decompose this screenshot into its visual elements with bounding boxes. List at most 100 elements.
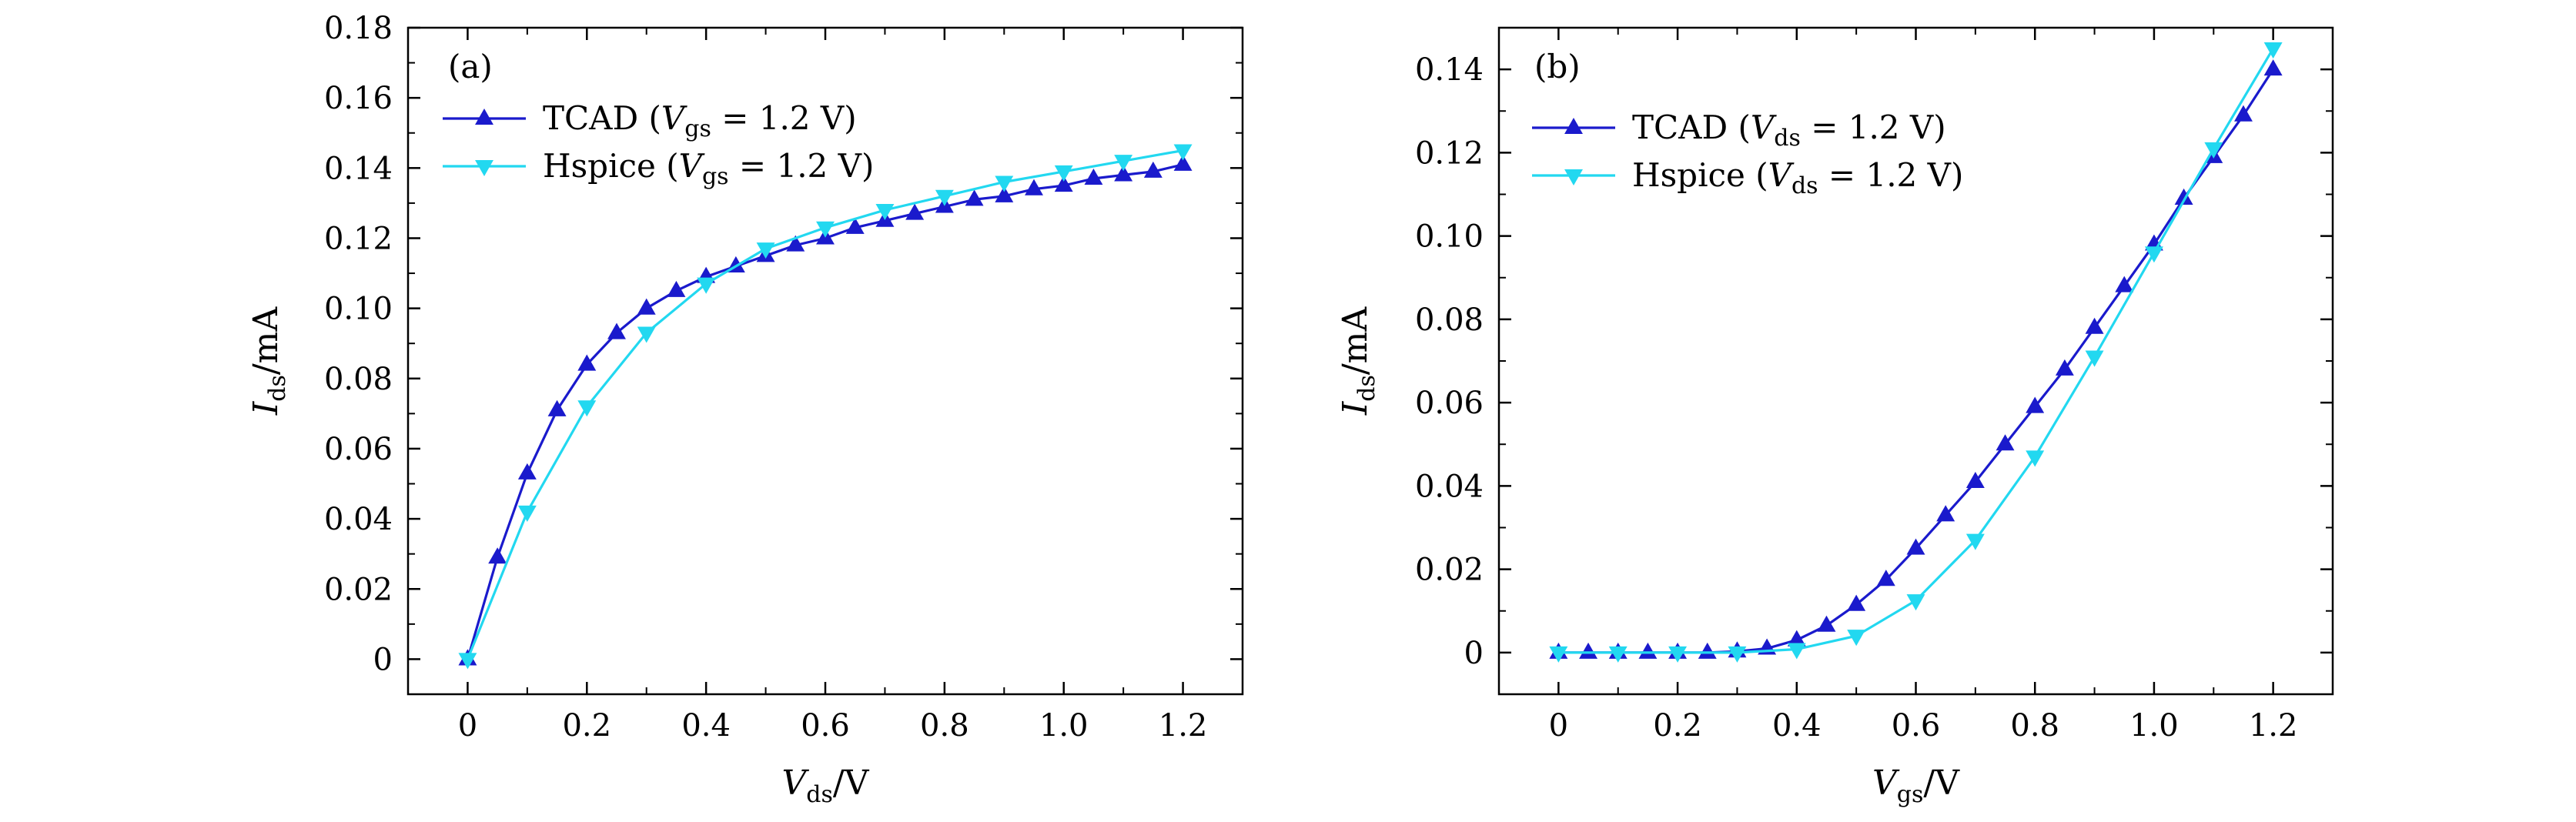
triangle-up-marker <box>1906 538 1925 555</box>
y-tick-label: 0.10 <box>1415 219 1484 255</box>
triangle-up-marker <box>1173 154 1193 171</box>
y-tick-label: 0.08 <box>1415 302 1484 338</box>
triangle-down-marker <box>1054 165 1073 182</box>
y-axis-label-unit: /mA <box>1336 306 1375 376</box>
triangle-down-marker <box>1847 630 1866 647</box>
triangle-up-marker <box>1114 165 1133 182</box>
triangle-up-marker <box>2263 59 2283 76</box>
triangle-down-marker <box>2263 42 2283 59</box>
legend-prefix: TCAD ( <box>543 99 661 137</box>
triangle-down-marker <box>995 175 1014 192</box>
legend-var: V <box>1751 109 1777 146</box>
y-tick-label: 0.04 <box>324 502 393 537</box>
x-tick-label: 0 <box>1549 708 1568 743</box>
triangle-up-marker <box>1965 471 1985 489</box>
x-tick-label: 0 <box>458 708 477 743</box>
triangle-up-marker <box>637 298 656 315</box>
triangle-up-marker <box>1936 505 1955 522</box>
y-tick-label: 0.02 <box>1415 553 1484 588</box>
y-axis-label-var: I <box>1336 400 1375 416</box>
triangle-down-marker <box>1965 533 1985 550</box>
x-axis-label-sub: ds <box>806 781 833 808</box>
legend-prefix: TCAD ( <box>1632 109 1751 146</box>
triangle-down-marker <box>577 400 597 417</box>
triangle-down-marker <box>1906 594 1925 611</box>
legend-triangle-down-icon <box>1564 169 1583 185</box>
x-tick-label: 1.2 <box>1159 708 1208 743</box>
triangle-up-marker <box>1025 179 1043 195</box>
triangle-up-marker <box>995 185 1014 202</box>
triangle-up-marker <box>786 235 805 252</box>
y-tick-label: 0.02 <box>324 572 393 607</box>
y-axis-label-sub: ds <box>264 375 291 402</box>
triangle-down-marker <box>697 277 716 294</box>
y-tick-label: 0.12 <box>324 221 393 256</box>
panel-a: 0 0.2 0.4 0.6 0.8 1.0 1.2 0 0.02 0.04 0.06 0.08 0.10… <box>246 11 1244 808</box>
triangle-down-marker <box>1608 646 1628 663</box>
triangle-up-marker <box>1638 642 1658 659</box>
triangle-up-marker <box>1579 642 1597 659</box>
legend-triangle-up-icon <box>475 109 493 125</box>
triangle-down-marker <box>458 653 477 670</box>
legend-triangle-down-icon <box>475 159 493 176</box>
triangle-up-marker <box>2174 188 2193 205</box>
triangle-up-marker <box>2115 276 2134 292</box>
y-axis-label-unit: /mA <box>246 306 286 376</box>
x-tick-label: 0.2 <box>1653 708 1702 743</box>
y-tick-label: 0.16 <box>324 81 393 116</box>
legend-sub: ds <box>1774 125 1801 152</box>
legend-sub: gs <box>684 115 711 142</box>
x-tick-label: 1.2 <box>2249 708 2298 743</box>
triangle-up-marker <box>1698 642 1717 659</box>
triangle-up-marker <box>905 203 925 220</box>
legend-suffix: = 1.2 V) <box>711 99 857 137</box>
legend-prefix: Hspice ( <box>543 147 679 185</box>
triangle-down-marker <box>875 203 895 221</box>
triangle-up-marker <box>2026 396 2045 413</box>
triangle-up-marker <box>1143 161 1163 178</box>
y-tick-label: 0.08 <box>324 362 393 397</box>
triangle-up-marker <box>1876 570 1895 586</box>
y-tick-label: 0.12 <box>1415 135 1484 171</box>
triangle-down-marker <box>816 221 835 238</box>
x-tick-label: 0.4 <box>681 708 731 743</box>
triangle-up-marker <box>1847 594 1866 611</box>
legend-suffix: = 1.2 V) <box>729 147 875 185</box>
legend-entry: Hspice (Vgs = 1.2 V) <box>443 147 874 190</box>
triangle-up-marker <box>577 354 597 371</box>
triangle-down-marker <box>1728 646 1747 663</box>
panel-tag: (a) <box>448 48 493 85</box>
y-tick-label: 0 <box>373 642 393 677</box>
x-tick-label: 0.4 <box>1772 708 1822 743</box>
x-tick-label: 0.2 <box>562 708 611 743</box>
y-axis-label-var: I <box>246 400 286 416</box>
triangle-up-marker <box>2085 317 2104 334</box>
triangle-up-marker <box>488 547 507 564</box>
triangle-up-marker <box>845 217 865 234</box>
triangle-down-marker <box>935 189 954 206</box>
triangle-up-marker <box>667 280 686 297</box>
x-tick-label: 0.8 <box>2010 708 2059 743</box>
legend-label: Hspice (Vgs = 1.2 V) <box>543 147 874 190</box>
y-tick-label: 0.14 <box>1415 52 1484 88</box>
y-axis-label: Ids/mA <box>1336 306 1380 416</box>
panel-tag: (b) <box>1534 48 1581 85</box>
series-hspice <box>458 144 1193 670</box>
series-hspice <box>1549 42 2283 663</box>
y-tick-label: 0.04 <box>1415 469 1484 504</box>
x-axis-label-unit: /V <box>833 764 870 803</box>
x-tick-label: 0.6 <box>1892 708 1941 743</box>
x-axis-label-sub: gs <box>1897 781 1924 808</box>
y-axis-label: Ids/mA <box>246 306 291 416</box>
triangle-down-marker <box>756 242 775 259</box>
x-axis-label: Vgs/V <box>1872 764 1960 808</box>
legend-entry: TCAD (Vds = 1.2 V) <box>1532 109 1946 152</box>
legend-var: V <box>661 99 687 137</box>
triangle-up-marker <box>517 463 537 480</box>
legend-suffix: = 1.2 V) <box>1801 109 1946 146</box>
y-tick-label: 0.14 <box>324 151 393 186</box>
triangle-down-marker <box>1668 646 1688 663</box>
x-axis-label-var: V <box>782 764 810 803</box>
triangle-down-marker <box>2026 450 2045 467</box>
